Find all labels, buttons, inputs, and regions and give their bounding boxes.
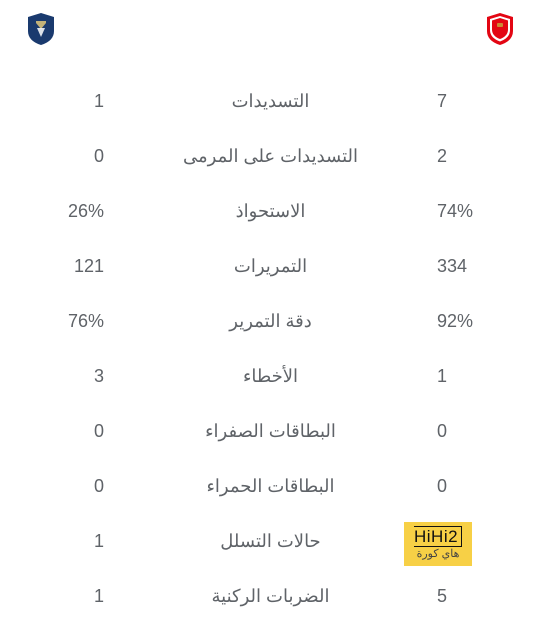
stat-label: التسديدات على المرمى [104,146,437,167]
stat-label: حالات التسلل [104,531,437,552]
teams-header [24,12,517,46]
stat-value-left: 1 [24,91,104,112]
stat-value-left: 1 [24,586,104,607]
stat-value-left: 76% [24,311,104,332]
stat-value-right: 0 [437,476,517,497]
stat-row: 0البطاقات الصفراء0 [24,404,517,459]
stat-label: التسديدات [104,91,437,112]
stat-value-left: 3 [24,366,104,387]
stat-row: 5الضربات الركنية1 [24,569,517,624]
stat-row: 334التمريرات121 [24,239,517,294]
stat-value-right: 74% [437,201,517,222]
stat-row: 2التسديدات على المرمى0 [24,129,517,184]
stat-value-left: 1 [24,531,104,552]
stat-label: التمريرات [104,256,437,277]
stat-row: 7التسديدات1 [24,74,517,129]
stat-value-left: 26% [24,201,104,222]
watermark-subtitle: هاي كورة [414,549,462,560]
stat-value-left: 0 [24,146,104,167]
stat-value-right: 92% [437,311,517,332]
stat-value-right: 7 [437,91,517,112]
stat-value-left: 121 [24,256,104,277]
stat-row: 1الأخطاء3 [24,349,517,404]
stat-label: دقة التمرير [104,311,437,332]
stat-value-right: 1 [437,366,517,387]
stat-value-left: 0 [24,476,104,497]
stat-label: الأخطاء [104,366,437,387]
stat-label: الاستحواذ [104,201,437,222]
stat-value-right: 334 [437,256,517,277]
stat-value-right: 5 [437,586,517,607]
stat-value-right: 2 [437,146,517,167]
stat-row: 0البطاقات الحمراء0 [24,459,517,514]
stat-label: البطاقات الحمراء [104,476,437,497]
team-badge-everton [24,12,58,46]
stat-row: 74%الاستحواذ26% [24,184,517,239]
stat-value-left: 0 [24,421,104,442]
stat-label: الضربات الركنية [104,586,437,607]
team-badge-arsenal [483,12,517,46]
stat-row: 92%دقة التمرير76% [24,294,517,349]
watermark-badge: HiHi2 هاي كورة [404,522,472,566]
stat-value-right: 0 [437,421,517,442]
stat-label: البطاقات الصفراء [104,421,437,442]
watermark-title: HiHi2 [414,526,462,547]
